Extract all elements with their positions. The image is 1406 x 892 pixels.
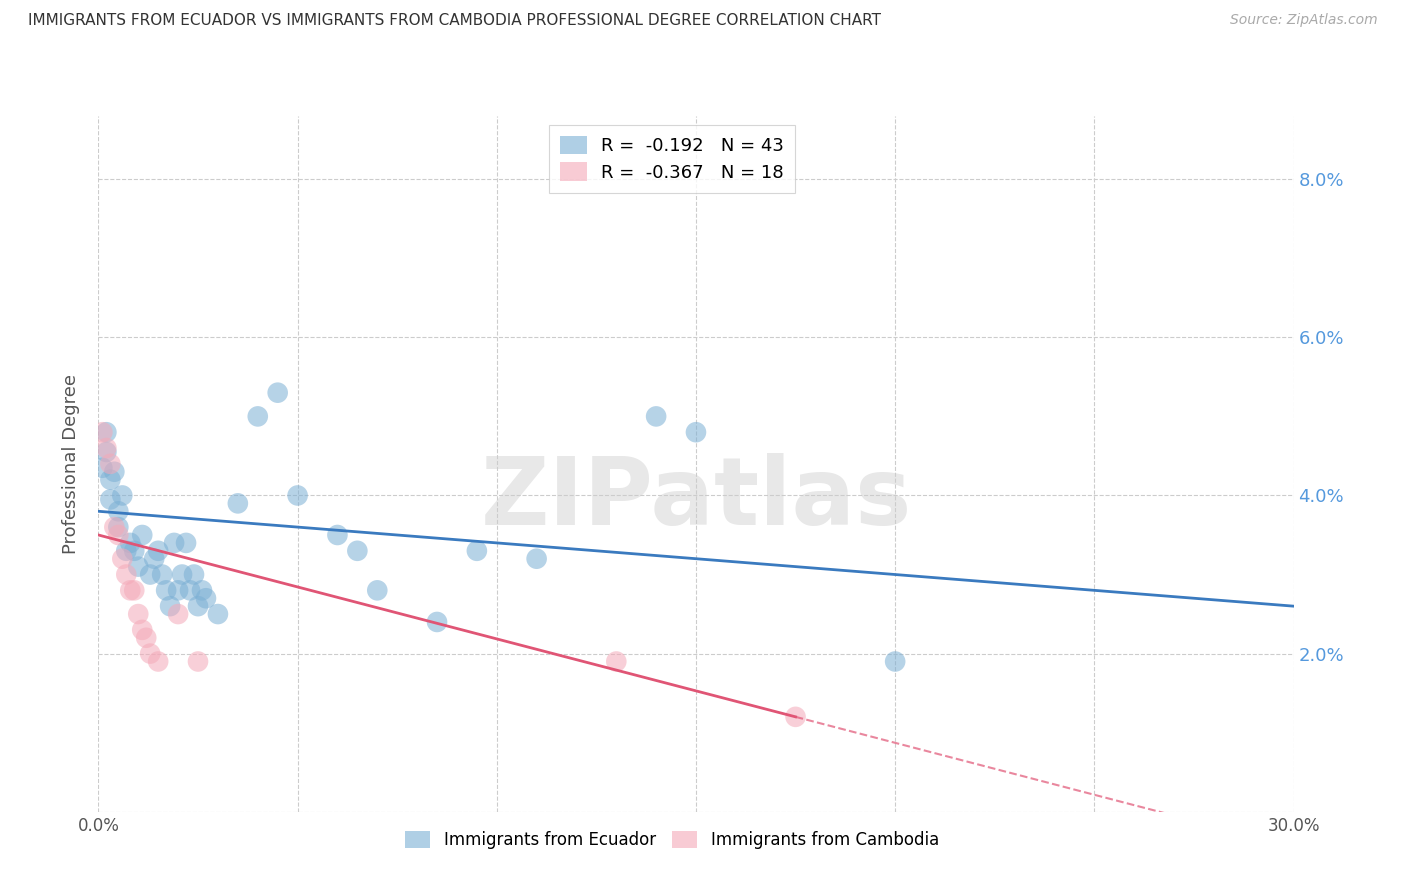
Point xyxy=(96,445,118,459)
Point xyxy=(183,567,205,582)
Point xyxy=(127,559,149,574)
Point xyxy=(172,567,194,582)
Point xyxy=(100,457,122,471)
Point xyxy=(124,543,146,558)
Point xyxy=(96,425,118,440)
Point xyxy=(143,551,166,566)
Point xyxy=(100,473,122,487)
Point xyxy=(103,465,125,479)
Text: ZIPatlas: ZIPatlas xyxy=(481,452,911,545)
Point xyxy=(107,528,129,542)
Text: IMMIGRANTS FROM ECUADOR VS IMMIGRANTS FROM CAMBODIA PROFESSIONAL DEGREE CORRELAT: IMMIGRANTS FROM ECUADOR VS IMMIGRANTS FR… xyxy=(28,13,882,29)
Point xyxy=(287,488,309,502)
Legend: Immigrants from Ecuador, Immigrants from Cambodia: Immigrants from Ecuador, Immigrants from… xyxy=(398,824,946,855)
Point xyxy=(174,536,197,550)
Point xyxy=(103,520,125,534)
Point xyxy=(127,607,149,621)
Point xyxy=(326,528,349,542)
Point xyxy=(100,492,122,507)
Point xyxy=(346,543,368,558)
Point xyxy=(167,583,190,598)
Point xyxy=(207,607,229,621)
Point xyxy=(115,543,138,558)
Point xyxy=(139,567,162,582)
Point xyxy=(150,567,173,582)
Point xyxy=(107,520,129,534)
Point xyxy=(526,551,548,566)
Point xyxy=(645,409,668,424)
Point xyxy=(111,488,134,502)
Point xyxy=(107,504,129,518)
Point xyxy=(120,536,142,550)
Point xyxy=(246,409,269,424)
Point xyxy=(195,591,218,606)
Point xyxy=(159,599,181,614)
Point xyxy=(785,710,807,724)
Point xyxy=(465,543,488,558)
Point xyxy=(148,655,170,669)
Point xyxy=(179,583,201,598)
Point xyxy=(131,623,153,637)
Point xyxy=(131,528,153,542)
Y-axis label: Professional Degree: Professional Degree xyxy=(62,374,80,554)
Point xyxy=(187,655,209,669)
Point xyxy=(111,551,134,566)
Point xyxy=(91,460,114,475)
Point xyxy=(148,543,170,558)
Point xyxy=(91,425,114,440)
Point xyxy=(605,655,627,669)
Point xyxy=(226,496,249,510)
Point xyxy=(685,425,707,440)
Point xyxy=(124,583,146,598)
Point xyxy=(96,441,118,455)
Point xyxy=(426,615,449,629)
Text: Source: ZipAtlas.com: Source: ZipAtlas.com xyxy=(1230,13,1378,28)
Point xyxy=(163,536,186,550)
Point xyxy=(267,385,290,400)
Point xyxy=(155,583,177,598)
Point xyxy=(135,631,157,645)
Point xyxy=(191,583,214,598)
Point xyxy=(115,567,138,582)
Point xyxy=(366,583,388,598)
Point xyxy=(167,607,190,621)
Point xyxy=(120,583,142,598)
Point xyxy=(187,599,209,614)
Point xyxy=(884,655,907,669)
Point xyxy=(139,647,162,661)
